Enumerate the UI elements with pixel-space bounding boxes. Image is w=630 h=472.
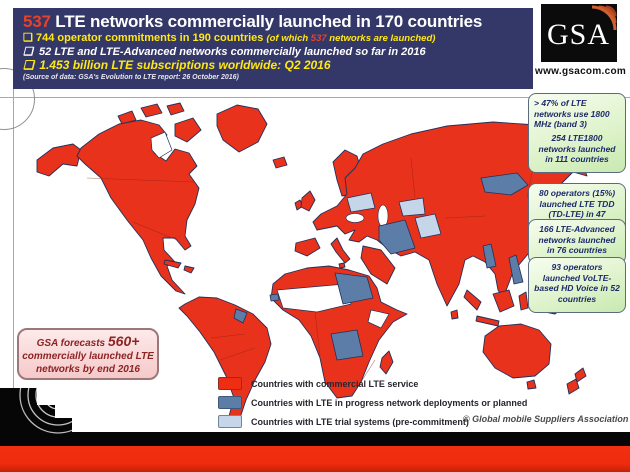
copyright-text: © Global mobile Suppliers Association – … (463, 414, 630, 424)
region-italy (330, 237, 351, 264)
slide-title: 537 LTE networks commercially launched i… (23, 12, 523, 32)
region-iceland (272, 156, 288, 169)
hudson-bay (150, 131, 173, 159)
region-arctic-island (140, 103, 163, 118)
region-borneo (492, 289, 515, 313)
legend-item-trial: Countries with LTE trial systems (pre-co… (218, 412, 527, 431)
title-number: 537 (23, 12, 51, 31)
source-note: (Source of data: GSA's Evolution to LTE … (23, 73, 239, 81)
region-afghanistan (414, 213, 442, 239)
world-map (36, 102, 598, 419)
region-myanmar (482, 243, 497, 269)
region-sicily (338, 262, 346, 269)
title-text: LTE networks commercially launched in 17… (50, 12, 483, 31)
header-banner: 537 LTE networks commercially launched i… (13, 8, 533, 89)
region-alaska (36, 143, 82, 177)
region-eurasia (312, 121, 598, 307)
region-iran (378, 219, 416, 255)
bottom-band-decoration (0, 388, 630, 446)
region-greenland (216, 104, 268, 153)
region-drc (330, 329, 364, 361)
region-senegal (269, 293, 280, 302)
region-hispaniola (183, 265, 195, 274)
map-legend: Countries with commercial LTE service Co… (218, 374, 527, 431)
gsa-logo-text: GSA (547, 18, 611, 51)
legend-swatch-lightblue (218, 415, 242, 428)
region-ethiopia (367, 309, 390, 329)
region-sumatra (463, 289, 482, 311)
checkbox-icon: ❏ (23, 32, 33, 44)
region-cuba (163, 259, 182, 269)
bottom-red-bar (0, 446, 630, 472)
gsa-logo: GSA (541, 4, 617, 62)
region-arabia (360, 245, 396, 285)
bullet-commitments: ❏ 744 operator commitments in 190 countri… (23, 32, 436, 44)
region-turkmenistan (398, 197, 426, 217)
region-baffin (174, 117, 202, 143)
info-box-1800mhz: > 47% of LTE networks use 1800 MHz (band… (528, 93, 626, 173)
region-new-zealand-south (566, 378, 580, 395)
legend-swatch-blue (218, 396, 242, 409)
legend-item-planned: Countries with LTE in progress network d… (218, 393, 527, 412)
region-vietnam (508, 254, 524, 285)
forecast-box: GSA forecasts 560+ commercially launched… (17, 328, 159, 380)
region-ukraine (346, 192, 376, 213)
region-uk (300, 190, 316, 212)
region-mongolia (480, 172, 529, 196)
region-arctic-island (117, 110, 137, 125)
checkbox-icon: ❏ (23, 58, 34, 72)
bullet-subscriptions: ❏ 1.453 billion LTE subscriptions worldw… (23, 58, 331, 72)
legend-swatch-red (218, 377, 242, 390)
region-australia (482, 323, 552, 379)
region-java (475, 315, 500, 327)
gsacom-link[interactable]: www.gsacom.com (535, 66, 627, 77)
region-libya-egypt (334, 272, 374, 305)
region-arctic-island (166, 102, 185, 116)
vertical-rule (13, 8, 14, 432)
region-north-america (76, 119, 200, 295)
region-guyana (233, 308, 248, 324)
region-sahel (276, 283, 352, 313)
region-madagascar (379, 350, 394, 375)
legend-item-commercial: Countries with commercial LTE service (218, 374, 527, 393)
region-sulawesi (518, 291, 529, 311)
caspian-sea (377, 204, 389, 228)
region-tasmania (526, 379, 537, 390)
info-box-volte: 93 operators launched VoLTE-based HD Voi… (528, 257, 626, 313)
signal-arcs-icon (591, 5, 617, 31)
bullet-launched-2016: ❏ 52 LTE and LTE-Advanced networks comme… (23, 45, 426, 58)
region-sri-lanka (450, 309, 459, 320)
horizontal-rule (0, 97, 630, 98)
black-sea (345, 213, 365, 223)
region-iberia (294, 237, 321, 257)
region-south-america (178, 296, 272, 419)
forecast-number: 560+ (107, 332, 140, 349)
checkbox-icon: ❏ (23, 45, 33, 58)
